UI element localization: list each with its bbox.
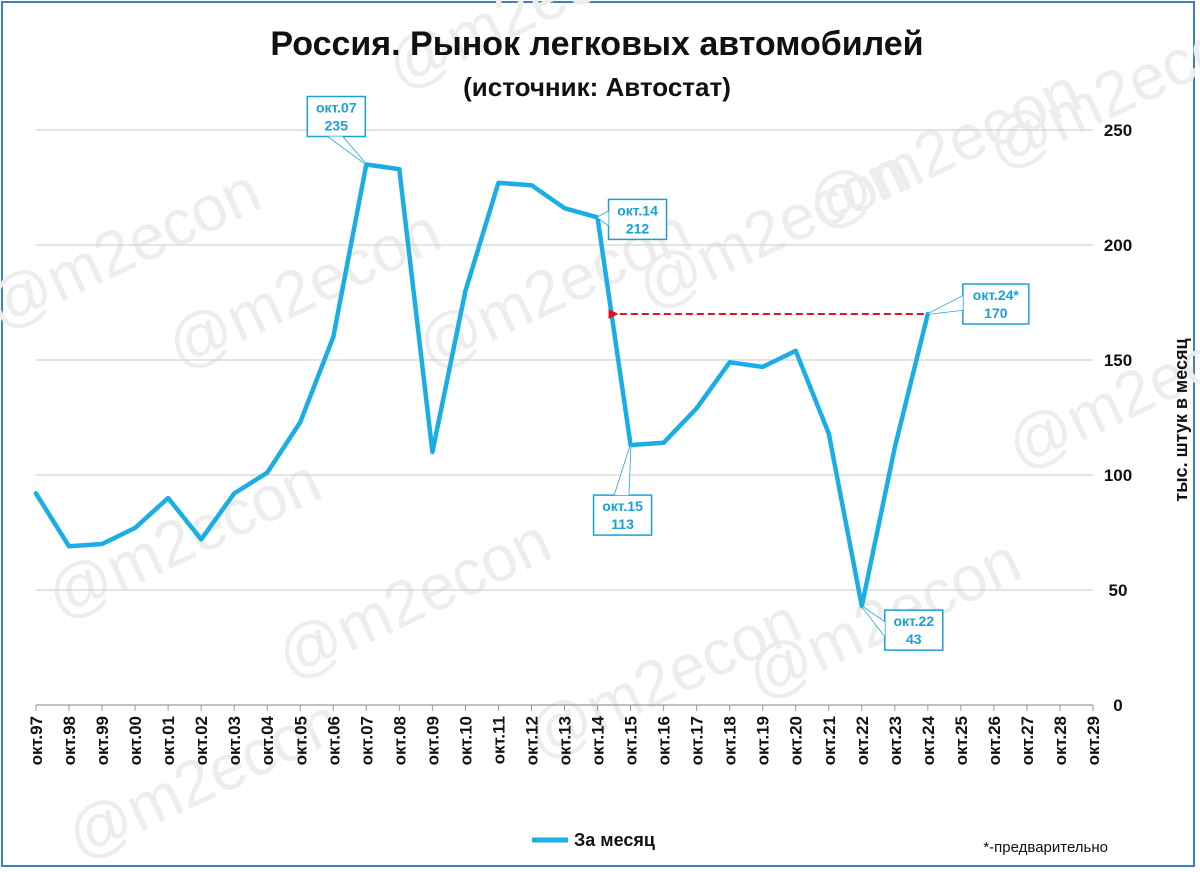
- y-axis: 0 50 100 150 200 250: [1104, 121, 1132, 715]
- x-tick-label: окт.11: [489, 716, 508, 764]
- callout: окт.22 43: [861, 605, 944, 651]
- callout-value: 170: [984, 305, 1008, 321]
- x-tick-label: окт.21: [820, 716, 839, 765]
- x-tick-label: окт.26: [985, 716, 1004, 765]
- x-tick-label: окт.15: [622, 716, 641, 765]
- callout: окт.24* 170: [927, 283, 1030, 325]
- callout: окт.07 235: [306, 95, 367, 166]
- x-tick-label: окт.29: [1084, 716, 1103, 765]
- x-tick-label: окт.00: [126, 716, 145, 765]
- x-tick-label: окт.04: [258, 715, 277, 765]
- x-tick-label: окт.28: [1051, 716, 1070, 765]
- x-tick-label: окт.24: [919, 715, 938, 765]
- watermark: @m2econ: [265, 504, 561, 693]
- callout-label: окт.07: [316, 100, 357, 116]
- callout-box: [592, 494, 653, 536]
- x-tick-label: окт.27: [1018, 716, 1037, 765]
- chart-title: Россия. Рынок легковых автомобилей: [270, 25, 923, 63]
- callouts: окт.07235окт.14212окт.15113окт.2243окт.2…: [306, 95, 1030, 651]
- y-tick-label: 150: [1104, 351, 1132, 370]
- callout-value: 212: [626, 220, 650, 236]
- y-tick-label: 250: [1104, 121, 1132, 140]
- x-tick-label: окт.25: [952, 716, 971, 765]
- callout-pointer-fill: [927, 296, 963, 314]
- callout-value: 235: [325, 118, 349, 134]
- callout-label: окт.22: [893, 613, 934, 629]
- callout-pointer-fill: [597, 211, 609, 226]
- y-tick-label: 100: [1104, 466, 1132, 485]
- callout: окт.15 113: [592, 444, 653, 536]
- callout-label: окт.24*: [973, 287, 1020, 303]
- x-tick-label: окт.16: [655, 716, 674, 765]
- chart-subtitle: (источник: Автостат): [463, 72, 731, 102]
- y-tick-label: 50: [1109, 581, 1128, 600]
- x-tick-label: окт.20: [787, 716, 806, 765]
- x-tick-label: окт.18: [721, 716, 740, 765]
- x-tick-label: окт.23: [886, 716, 905, 765]
- x-tick-label: окт.19: [754, 716, 773, 765]
- callout-pointer-fill: [614, 445, 631, 496]
- callout-pointer-fill: [328, 136, 367, 165]
- x-tick-label: окт.03: [225, 716, 244, 765]
- series-line: [33, 162, 931, 609]
- series-layer: [33, 162, 931, 609]
- y-tick-label: 0: [1113, 696, 1122, 715]
- x-tick-label: окт.98: [60, 716, 79, 765]
- x-tick-label: окт.14: [589, 715, 608, 765]
- callout-box: [306, 95, 367, 138]
- x-tick-label: окт.17: [688, 716, 707, 765]
- watermark: @m2econ: [35, 444, 331, 633]
- x-tick-label: окт.02: [192, 716, 211, 765]
- y-axis-label: тыс. штук в месяц: [1171, 338, 1191, 501]
- callout-label: окт.15: [602, 498, 643, 514]
- x-tick-label: окт.09: [423, 716, 442, 765]
- watermark: @m2econ: [55, 684, 351, 872]
- x-tick-label: окт.13: [556, 716, 575, 765]
- callout-value: 43: [906, 631, 922, 647]
- x-tick-label: окт.08: [390, 716, 409, 765]
- callout-label: окт.14: [617, 202, 658, 218]
- callout-box: [607, 198, 668, 241]
- footnote: *-предварительно: [983, 839, 1108, 856]
- x-tick-label: окт.99: [93, 716, 112, 765]
- callout-box: [962, 283, 1030, 325]
- x-tick-label: окт.06: [324, 716, 343, 765]
- x-tick-label: окт.01: [159, 716, 178, 765]
- x-tick-label: окт.22: [853, 716, 872, 765]
- callout-box: [884, 609, 944, 651]
- x-tick-label: окт.05: [291, 716, 310, 765]
- x-tick-label: окт.97: [27, 716, 46, 765]
- x-tick-label: окт.12: [522, 716, 541, 765]
- x-tick-label: окт.07: [357, 716, 376, 765]
- y-tick-label: 200: [1104, 236, 1132, 255]
- callout-value: 113: [611, 516, 634, 532]
- legend-label: За месяц: [574, 830, 655, 850]
- x-axis: окт.97 окт.98 окт.99 окт.00 окт.01 окт.02 окт.…: [27, 705, 1103, 765]
- callout: окт.14 212: [596, 198, 668, 241]
- callout-pointer-fill: [861, 606, 885, 637]
- x-tick-label: окт.10: [456, 716, 475, 765]
